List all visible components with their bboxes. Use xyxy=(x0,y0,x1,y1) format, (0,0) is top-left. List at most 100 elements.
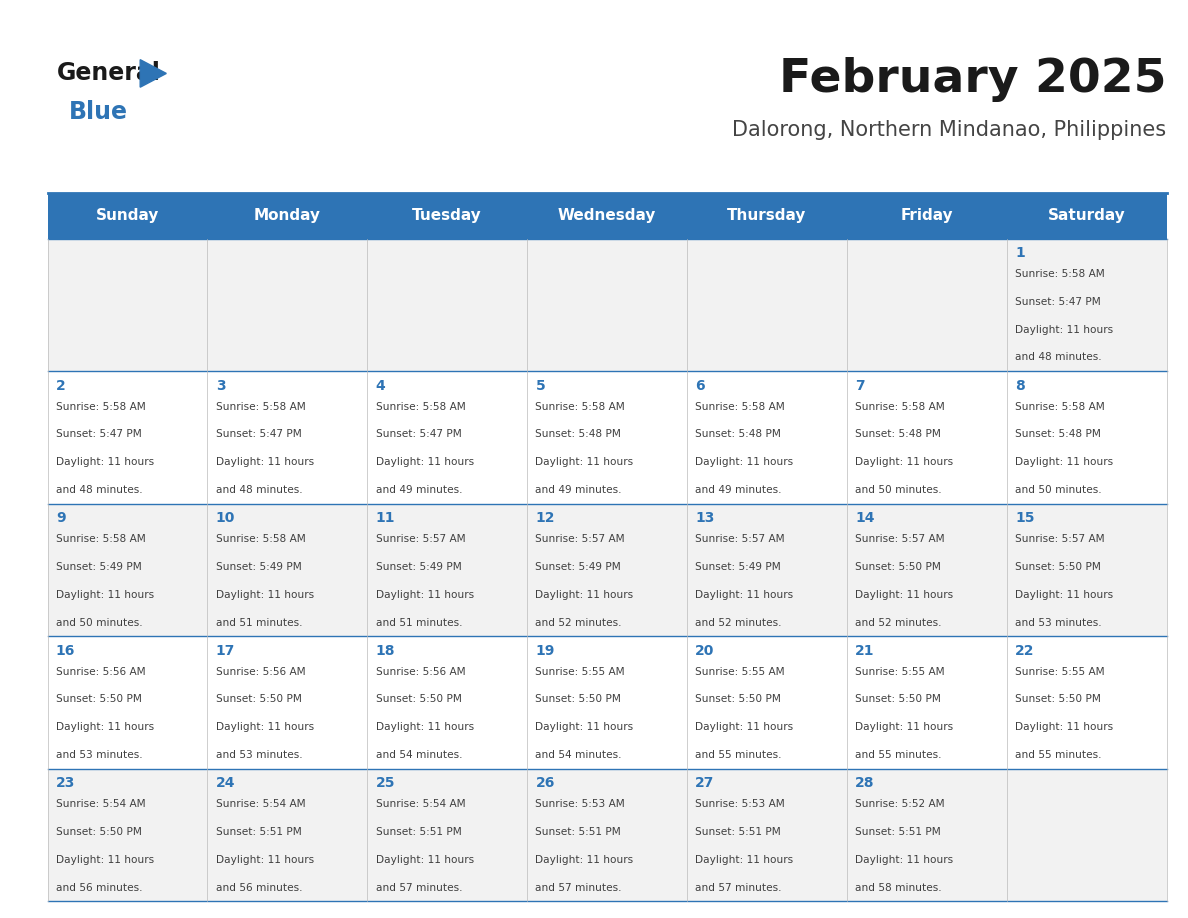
Text: Sunrise: 5:58 AM: Sunrise: 5:58 AM xyxy=(216,401,305,411)
Bar xyxy=(527,239,687,371)
Text: Sunset: 5:48 PM: Sunset: 5:48 PM xyxy=(536,430,621,440)
Text: Sunrise: 5:57 AM: Sunrise: 5:57 AM xyxy=(375,534,466,544)
Text: Daylight: 11 hours: Daylight: 11 hours xyxy=(536,722,633,733)
Text: Sunset: 5:49 PM: Sunset: 5:49 PM xyxy=(695,562,781,572)
Bar xyxy=(48,371,208,504)
Text: and 56 minutes.: and 56 minutes. xyxy=(216,883,302,892)
Text: Sunset: 5:51 PM: Sunset: 5:51 PM xyxy=(855,827,941,837)
Text: Sunrise: 5:54 AM: Sunrise: 5:54 AM xyxy=(375,800,466,809)
Text: Sunrise: 5:58 AM: Sunrise: 5:58 AM xyxy=(56,534,146,544)
Text: and 49 minutes.: and 49 minutes. xyxy=(695,485,782,495)
Text: and 52 minutes.: and 52 minutes. xyxy=(536,618,623,628)
Text: Daylight: 11 hours: Daylight: 11 hours xyxy=(375,457,474,467)
Text: Sunset: 5:50 PM: Sunset: 5:50 PM xyxy=(855,695,941,704)
Bar xyxy=(847,769,1006,901)
Text: Daylight: 11 hours: Daylight: 11 hours xyxy=(855,589,953,599)
Text: 21: 21 xyxy=(855,644,874,657)
Text: Sunset: 5:49 PM: Sunset: 5:49 PM xyxy=(536,562,621,572)
Text: Sunrise: 5:58 AM: Sunrise: 5:58 AM xyxy=(1015,401,1105,411)
Bar xyxy=(527,769,687,901)
Text: Sunset: 5:50 PM: Sunset: 5:50 PM xyxy=(855,562,941,572)
Text: and 49 minutes.: and 49 minutes. xyxy=(536,485,623,495)
Text: Sunrise: 5:55 AM: Sunrise: 5:55 AM xyxy=(855,666,944,677)
Text: Sunset: 5:50 PM: Sunset: 5:50 PM xyxy=(375,695,461,704)
Bar xyxy=(208,371,367,504)
Text: 6: 6 xyxy=(695,378,704,393)
Text: Tuesday: Tuesday xyxy=(412,208,482,223)
Text: Daylight: 11 hours: Daylight: 11 hours xyxy=(56,589,154,599)
Bar xyxy=(687,504,847,636)
Text: General: General xyxy=(57,62,160,85)
Bar xyxy=(1006,636,1167,769)
Text: Daylight: 11 hours: Daylight: 11 hours xyxy=(1015,457,1113,467)
Bar xyxy=(687,769,847,901)
Bar xyxy=(48,193,1167,239)
Bar xyxy=(527,504,687,636)
Text: 10: 10 xyxy=(216,511,235,525)
Bar xyxy=(687,371,847,504)
Text: Wednesday: Wednesday xyxy=(558,208,656,223)
Bar xyxy=(847,371,1006,504)
Text: and 50 minutes.: and 50 minutes. xyxy=(855,485,942,495)
Text: and 52 minutes.: and 52 minutes. xyxy=(695,618,782,628)
Bar xyxy=(208,239,367,371)
Text: Daylight: 11 hours: Daylight: 11 hours xyxy=(855,457,953,467)
Bar xyxy=(367,504,527,636)
Text: and 53 minutes.: and 53 minutes. xyxy=(216,750,302,760)
Text: 18: 18 xyxy=(375,644,396,657)
Text: Sunset: 5:50 PM: Sunset: 5:50 PM xyxy=(1015,562,1101,572)
Bar xyxy=(208,504,367,636)
Text: and 53 minutes.: and 53 minutes. xyxy=(1015,618,1101,628)
Text: and 55 minutes.: and 55 minutes. xyxy=(855,750,942,760)
Text: 2: 2 xyxy=(56,378,65,393)
Bar xyxy=(1006,504,1167,636)
Text: Daylight: 11 hours: Daylight: 11 hours xyxy=(1015,325,1113,335)
Text: Sunset: 5:48 PM: Sunset: 5:48 PM xyxy=(695,430,782,440)
Text: Daylight: 11 hours: Daylight: 11 hours xyxy=(216,589,314,599)
Text: Daylight: 11 hours: Daylight: 11 hours xyxy=(855,722,953,733)
Text: 14: 14 xyxy=(855,511,874,525)
Text: Sunrise: 5:58 AM: Sunrise: 5:58 AM xyxy=(536,401,625,411)
Text: 27: 27 xyxy=(695,777,715,790)
Text: and 58 minutes.: and 58 minutes. xyxy=(855,883,942,892)
Text: 25: 25 xyxy=(375,777,396,790)
Text: February 2025: February 2025 xyxy=(779,57,1167,103)
Text: Sunset: 5:47 PM: Sunset: 5:47 PM xyxy=(375,430,461,440)
Text: Daylight: 11 hours: Daylight: 11 hours xyxy=(216,722,314,733)
Text: Daylight: 11 hours: Daylight: 11 hours xyxy=(536,457,633,467)
Text: Sunset: 5:50 PM: Sunset: 5:50 PM xyxy=(56,695,141,704)
Text: and 51 minutes.: and 51 minutes. xyxy=(216,618,302,628)
Bar xyxy=(847,239,1006,371)
Text: and 54 minutes.: and 54 minutes. xyxy=(375,750,462,760)
Text: Daylight: 11 hours: Daylight: 11 hours xyxy=(695,457,794,467)
Text: Daylight: 11 hours: Daylight: 11 hours xyxy=(695,589,794,599)
Text: and 52 minutes.: and 52 minutes. xyxy=(855,618,942,628)
Text: and 57 minutes.: and 57 minutes. xyxy=(375,883,462,892)
Text: 19: 19 xyxy=(536,644,555,657)
Text: Sunrise: 5:58 AM: Sunrise: 5:58 AM xyxy=(56,401,146,411)
Text: Sunset: 5:50 PM: Sunset: 5:50 PM xyxy=(216,695,302,704)
Text: Sunset: 5:50 PM: Sunset: 5:50 PM xyxy=(1015,695,1101,704)
Text: Sunrise: 5:57 AM: Sunrise: 5:57 AM xyxy=(855,534,944,544)
Text: Sunset: 5:50 PM: Sunset: 5:50 PM xyxy=(56,827,141,837)
Text: Sunday: Sunday xyxy=(96,208,159,223)
Text: Daylight: 11 hours: Daylight: 11 hours xyxy=(375,722,474,733)
Text: Sunrise: 5:57 AM: Sunrise: 5:57 AM xyxy=(695,534,785,544)
Text: 17: 17 xyxy=(216,644,235,657)
Text: 11: 11 xyxy=(375,511,396,525)
Bar xyxy=(367,239,527,371)
Text: Sunset: 5:50 PM: Sunset: 5:50 PM xyxy=(536,695,621,704)
Text: 13: 13 xyxy=(695,511,715,525)
Text: Daylight: 11 hours: Daylight: 11 hours xyxy=(56,722,154,733)
Text: and 53 minutes.: and 53 minutes. xyxy=(56,750,143,760)
Text: Sunset: 5:49 PM: Sunset: 5:49 PM xyxy=(375,562,461,572)
Text: Daylight: 11 hours: Daylight: 11 hours xyxy=(216,457,314,467)
Text: Sunrise: 5:56 AM: Sunrise: 5:56 AM xyxy=(56,666,145,677)
Text: Sunset: 5:47 PM: Sunset: 5:47 PM xyxy=(56,430,141,440)
Text: and 55 minutes.: and 55 minutes. xyxy=(1015,750,1101,760)
Text: Sunrise: 5:57 AM: Sunrise: 5:57 AM xyxy=(536,534,625,544)
Text: Sunset: 5:51 PM: Sunset: 5:51 PM xyxy=(375,827,461,837)
Bar xyxy=(1006,371,1167,504)
Text: Sunrise: 5:55 AM: Sunrise: 5:55 AM xyxy=(536,666,625,677)
Text: Blue: Blue xyxy=(69,100,128,124)
